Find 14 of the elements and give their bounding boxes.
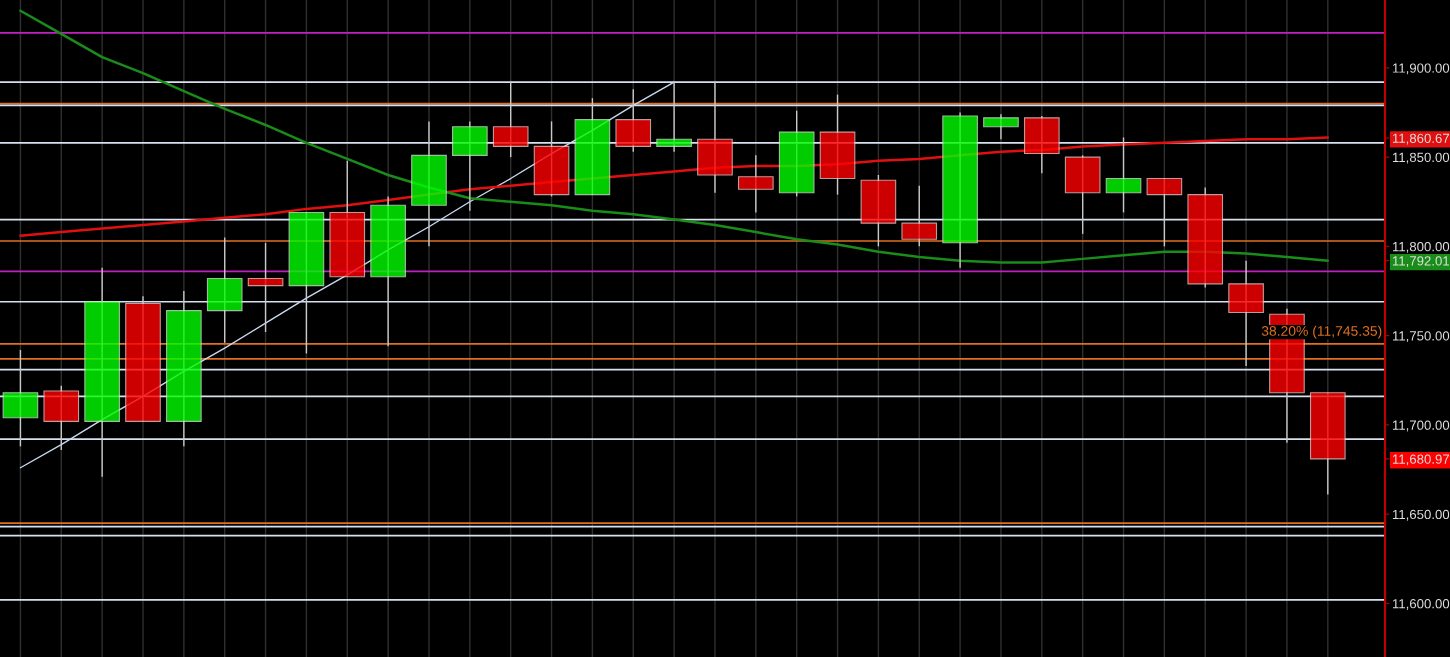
y-tick-label: 11,900.00 <box>1392 63 1450 75</box>
y-tick-label: 11,600.00 <box>1392 599 1450 610</box>
y-tick-label: 11,680.97 <box>1392 454 1450 466</box>
y-tick-label: 11,800.00 <box>1392 241 1450 253</box>
y-tick-label: 11,650.00 <box>1392 509 1450 521</box>
y-tick-label: 11,750.00 <box>1392 331 1450 343</box>
line-series <box>19 9 1330 264</box>
ref-line-label: 38.20% (11,745.35) <box>1261 325 1382 339</box>
y-tick-label: 11,700.00 <box>1392 420 1450 432</box>
candlestick <box>656 81 692 153</box>
y-tick-label: 11,850.00 <box>1392 152 1450 164</box>
y-tick-label: 11,860.67 <box>1392 133 1450 145</box>
candlestick <box>247 242 284 333</box>
y-tick-label: 11,792.01 <box>1392 256 1450 268</box>
